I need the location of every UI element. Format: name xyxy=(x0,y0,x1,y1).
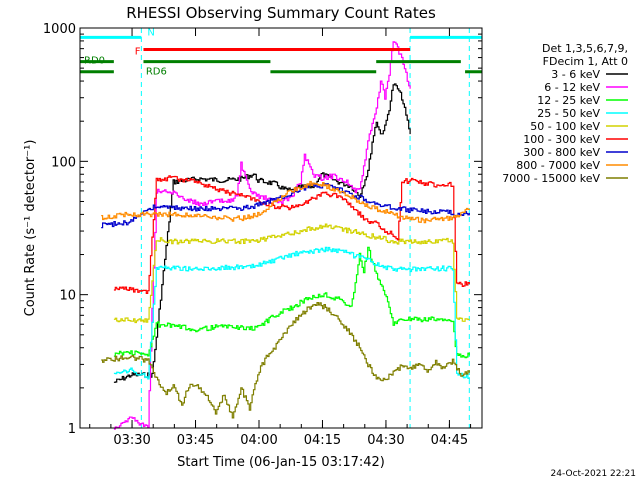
series-line-12-25keV xyxy=(113,246,470,359)
state-bars: NF RD0 RD6 xyxy=(80,27,482,78)
legend-header-line: Det 1,3,5,6,7,9, xyxy=(542,42,628,55)
timestamp: 24-Oct-2021 22:21 xyxy=(551,469,636,479)
x-tick-label: 04:15 xyxy=(304,433,341,448)
plot-frame xyxy=(79,27,483,429)
legend-label: 25 - 50 keV xyxy=(537,107,600,120)
series-line-300-800keV xyxy=(101,182,470,229)
series-line-50-100keV xyxy=(113,223,470,324)
legend-header-line: FDecim 1, Att 0 xyxy=(543,55,628,68)
series-line-25-50keV xyxy=(113,246,470,380)
series-line-100-300keV xyxy=(113,175,470,294)
legend-label: 300 - 800 keV xyxy=(523,146,600,159)
x-tick-label: 04:00 xyxy=(240,433,277,448)
x-tick-label: 03:45 xyxy=(177,433,214,448)
x-axis-label: Start Time (06-Jan-15 03:17:42) xyxy=(177,455,385,470)
x-tick-label: 04:45 xyxy=(431,433,468,448)
series-lines xyxy=(101,41,470,430)
vertical-markers xyxy=(140,28,470,428)
y-axis-label: Count Rate (s⁻¹ detector⁻¹) xyxy=(23,140,38,317)
legend-label: 6 - 12 keV xyxy=(544,81,600,94)
x-axis-ticks: 03:30 03:45 04:00 04:15 04:30 04:45 xyxy=(89,28,472,448)
x-tick-label: 04:30 xyxy=(367,433,404,448)
y-tick-label: 1000 xyxy=(43,22,76,37)
legend-label: 800 - 7000 keV xyxy=(516,159,600,172)
y-tick-label: 1 xyxy=(68,422,76,437)
legend-label: 50 - 100 keV xyxy=(530,120,600,133)
series-line-7000-15000keV xyxy=(101,302,470,419)
series-line-6-12keV xyxy=(113,41,411,430)
y-tick-label: 100 xyxy=(51,155,76,170)
legend-label: 7000 - 15000 keV xyxy=(502,172,600,185)
legend-label: 3 - 6 keV xyxy=(551,68,600,81)
legend: Det 1,3,5,6,7,9,FDecim 1, Att 03 - 6 keV… xyxy=(502,42,628,185)
y-tick-label: 10 xyxy=(59,289,76,304)
state-bar-label-rd6: RD6 xyxy=(146,67,167,78)
y-axis-ticks: 1 10 100 1000 xyxy=(43,22,482,437)
series-line-800-7000keV xyxy=(101,180,470,224)
legend-label: 12 - 25 keV xyxy=(537,94,600,107)
chart-title: RHESSI Observing Summary Count Rates xyxy=(126,4,436,22)
legend-label: 100 - 300 keV xyxy=(523,133,600,146)
x-tick-label: 03:30 xyxy=(113,433,150,448)
state-bar-label-rd0: RD0 xyxy=(84,56,105,67)
state-bar-label-n: N xyxy=(147,27,154,38)
state-bar-label-f: F xyxy=(135,46,141,57)
